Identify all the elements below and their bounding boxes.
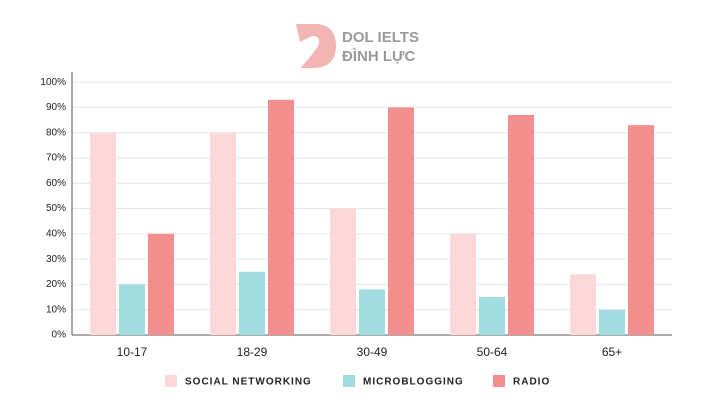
bar — [508, 114, 534, 335]
y-tick-label: 80% — [46, 127, 66, 138]
x-tick-label: 30-49 — [357, 345, 388, 359]
logo-line1: DOL IELTS — [342, 29, 419, 46]
x-tick-label: 10-17 — [117, 345, 148, 359]
bar — [450, 233, 476, 335]
bar — [119, 284, 145, 335]
bar — [359, 289, 385, 335]
bar — [388, 107, 414, 336]
bar — [90, 132, 116, 335]
legend-swatch — [343, 375, 355, 387]
logo: DOL IELTS ĐÌNH LỰC — [296, 24, 419, 68]
y-tick-label: 10% — [46, 304, 66, 315]
bar — [599, 309, 625, 335]
bar — [570, 274, 596, 335]
logo-icon — [296, 24, 336, 68]
x-tick-label: 50-64 — [477, 345, 508, 359]
y-tick-label: 40% — [46, 228, 66, 239]
y-tick-label: 0% — [52, 330, 67, 341]
bar — [479, 297, 505, 335]
legend-label: MICROBLOGGING — [363, 377, 464, 388]
y-tick-label: 30% — [46, 254, 66, 265]
bar — [239, 271, 265, 335]
legend-label: SOCIAL NETWORKING — [185, 377, 312, 388]
logo-line2: ĐÌNH LỰC — [342, 48, 415, 65]
y-tick-label: 70% — [46, 153, 66, 164]
x-tick-label: 18-29 — [237, 345, 268, 359]
y-tick-label: 100% — [40, 77, 66, 88]
y-tick-label: 20% — [46, 279, 66, 290]
y-tick-label: 60% — [46, 178, 66, 189]
bar — [628, 125, 654, 335]
bar — [330, 208, 356, 335]
bar — [210, 132, 236, 335]
legend-swatch — [165, 375, 177, 387]
bar — [148, 233, 174, 335]
legend-swatch — [493, 375, 505, 387]
legend-label: RADIO — [513, 377, 550, 388]
y-tick-label: 50% — [46, 203, 66, 214]
bar — [268, 99, 294, 335]
y-tick-label: 90% — [46, 102, 66, 113]
x-tick-label: 65+ — [602, 345, 622, 359]
